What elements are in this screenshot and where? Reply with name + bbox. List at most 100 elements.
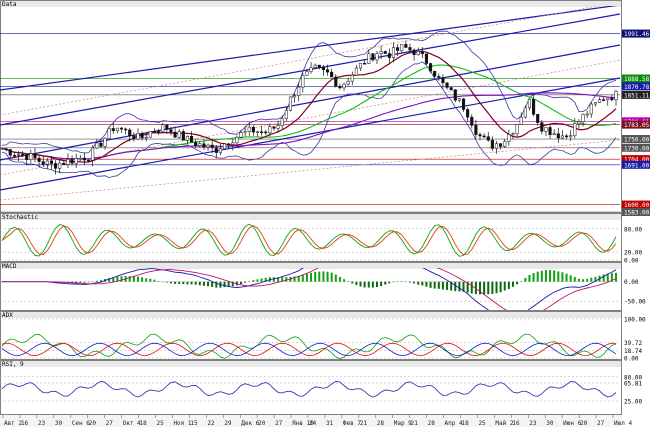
candle-body <box>0 148 4 151</box>
macd-bar <box>594 276 597 282</box>
macd-bar <box>87 281 90 283</box>
candle-body <box>218 148 222 153</box>
candle-body <box>280 118 284 126</box>
macd-bar <box>462 281 465 292</box>
macd-signal-line <box>2 268 617 310</box>
candle-body <box>519 116 523 125</box>
candle-body <box>8 149 12 156</box>
rsi-plot <box>0 376 620 402</box>
macd-bar <box>511 281 514 287</box>
candle-body <box>99 142 103 147</box>
candle-body <box>597 99 602 103</box>
macd-bar <box>112 277 115 282</box>
candle-body <box>610 97 614 101</box>
candle-body <box>16 154 21 156</box>
date-label: 24 <box>309 420 317 427</box>
candle-body <box>222 143 227 150</box>
macd-bar <box>343 279 346 282</box>
stochastic-panel-title: Stochastic <box>2 214 39 221</box>
macd-bar <box>586 278 589 282</box>
macd-bar <box>520 281 523 282</box>
main-panel-frame <box>0 0 622 213</box>
candle-body <box>416 50 420 56</box>
indicator-axis-label: 0.00 <box>624 258 639 265</box>
macd-bar <box>400 281 403 282</box>
macd-bar <box>516 281 519 285</box>
plus-di-line <box>1 342 617 357</box>
macd-bar <box>602 274 605 282</box>
macd-bar <box>524 277 527 282</box>
candle-body <box>338 86 342 89</box>
price-label-box <box>622 29 650 38</box>
date-label: Ноя 1 <box>173 420 191 427</box>
candle-body <box>482 135 486 138</box>
candle-body <box>181 131 185 141</box>
date-label: 27 <box>597 420 605 427</box>
rsi-levels <box>0 376 620 402</box>
candle-body <box>239 132 243 138</box>
channel-line-upper <box>0 6 618 91</box>
candle-body <box>74 158 78 164</box>
adx-panel-frame <box>0 311 622 360</box>
candle-body <box>70 159 74 164</box>
main-title-bar <box>1 1 621 7</box>
macd-bar <box>466 281 469 293</box>
rsi-panel-title: RSI, 9 <box>2 361 24 368</box>
candle-body <box>107 128 111 139</box>
moving-average-purple <box>1 92 617 160</box>
macd-bar <box>99 280 102 282</box>
date-label: 27 <box>275 420 283 427</box>
candle-body <box>532 99 536 115</box>
macd-bar <box>371 281 374 288</box>
adx-line <box>1 333 617 359</box>
date-label: Мар 9 <box>394 420 412 427</box>
macd-bar <box>569 275 572 282</box>
price-label: 1600.00 <box>624 202 650 209</box>
candle-body <box>441 77 445 84</box>
date-label: 31 <box>326 420 334 427</box>
macd-panel-title: MACD <box>2 263 17 270</box>
macd-bar <box>487 281 490 295</box>
macd-axis: 0.00 -50.00 <box>624 279 646 306</box>
candle-body <box>305 71 309 76</box>
candle-body <box>354 67 358 76</box>
horizontal-levels <box>0 33 620 212</box>
macd-bar <box>446 281 449 290</box>
main-panel-title: Data <box>2 1 17 8</box>
candle-body <box>527 99 532 109</box>
macd-bar <box>499 281 502 293</box>
macd-bar <box>441 281 444 290</box>
candle-body <box>247 126 251 132</box>
stochastic-k-line <box>1 223 617 257</box>
macd-bar <box>132 276 135 282</box>
macd-bar <box>528 274 531 282</box>
macd-bar <box>577 278 580 282</box>
macd-bar <box>169 281 172 284</box>
candle-body <box>350 74 354 82</box>
macd-bar <box>491 281 494 294</box>
candle-body <box>214 147 218 153</box>
candle-body <box>185 135 189 141</box>
macd-bar <box>305 273 308 282</box>
date-label: 16 <box>21 420 29 427</box>
macd-bar <box>351 281 354 284</box>
date-label: 30 <box>546 420 554 427</box>
candle-body <box>313 64 317 68</box>
candle-body <box>461 98 466 110</box>
macd-bar <box>231 281 234 287</box>
candle-body <box>474 125 478 135</box>
macd-bar <box>483 281 486 295</box>
candle-body <box>321 66 325 70</box>
macd-bar <box>367 281 370 288</box>
candle-body <box>251 126 255 133</box>
candle-body <box>569 135 573 138</box>
macd-bar <box>503 281 506 291</box>
macd-bar <box>363 281 366 288</box>
macd-bar <box>380 281 383 287</box>
candle-body <box>433 70 437 77</box>
candle-body <box>144 136 148 139</box>
macd-bar <box>178 281 181 284</box>
macd-bar <box>120 276 123 282</box>
macd-bar <box>277 277 280 282</box>
